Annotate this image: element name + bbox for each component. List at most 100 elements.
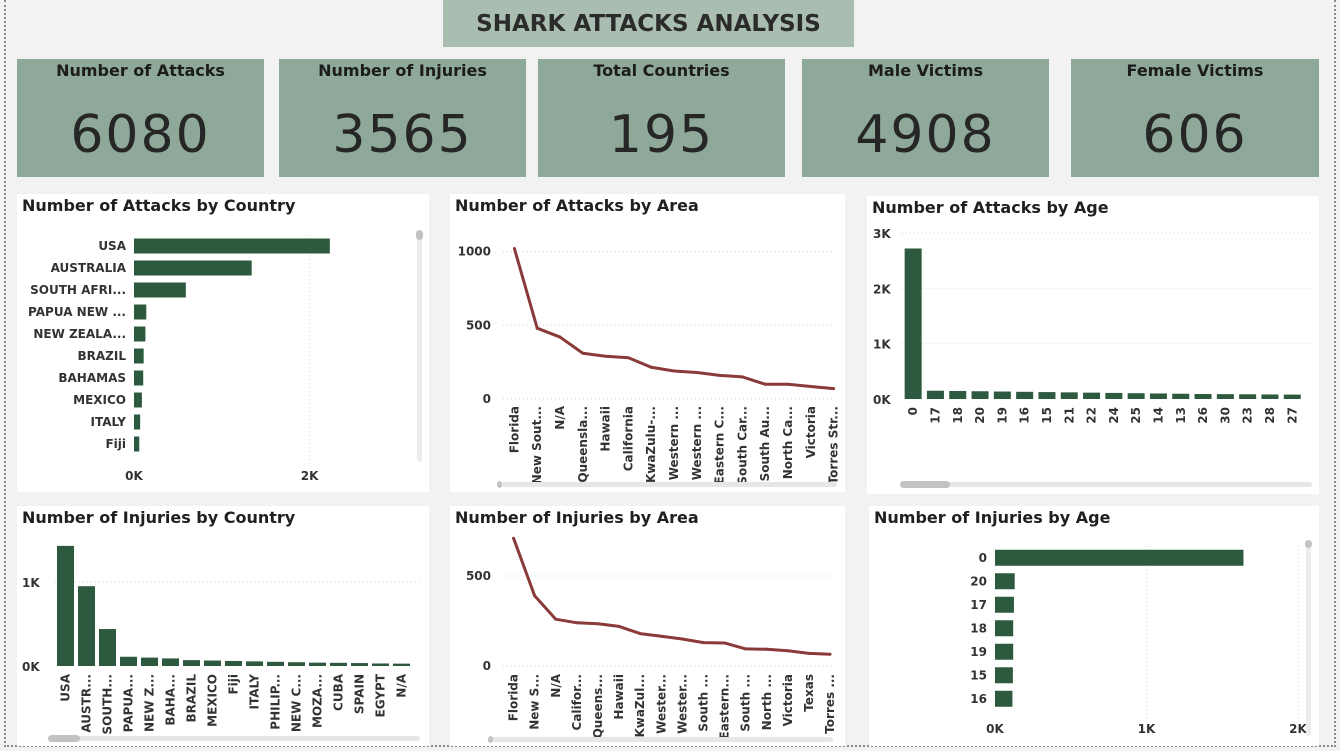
data-point <box>533 594 537 598</box>
kpi-label: Total Countries <box>593 61 730 80</box>
bar <box>141 657 158 666</box>
y-category-label: MEXICO <box>73 393 126 407</box>
dashboard-title-box: SHARK ATTACKS ANALYSIS <box>443 0 854 47</box>
bar <box>1016 391 1034 399</box>
kpi-label: Female Victims <box>1126 61 1264 80</box>
bar <box>995 667 1013 684</box>
y-tick-label: 0 <box>483 392 491 406</box>
chart-title: Number of Attacks by Country <box>22 196 296 215</box>
bar <box>267 661 284 666</box>
scrollbar-track <box>1306 540 1311 736</box>
x-category-label: 15 <box>1040 407 1054 424</box>
bar <box>288 662 305 666</box>
x-category-label: 18 <box>951 407 965 424</box>
bar <box>993 391 1011 399</box>
x-category-label: Fiji <box>227 674 241 695</box>
x-category-label: 30 <box>1218 407 1232 424</box>
scrollbar-track <box>497 482 837 487</box>
y-category-label: USA <box>98 239 126 253</box>
y-tick-label: 0K <box>22 660 40 674</box>
data-point <box>659 634 663 638</box>
x-category-label: Hawaii <box>599 406 613 452</box>
kpi-card-female-victims[interactable]: Female Victims 606 <box>1071 59 1319 177</box>
kpi-card-attacks[interactable]: Number of Attacks 6080 <box>17 59 264 177</box>
y-category-label: PAPUA NEW ... <box>28 305 126 319</box>
data-point <box>604 354 608 358</box>
bar <box>1239 394 1257 399</box>
bar <box>1038 392 1056 399</box>
x-category-label: ITALY <box>248 674 262 710</box>
x-category-label: SOUTH... <box>101 674 115 735</box>
x-category-label: EGYPT <box>374 673 388 717</box>
bar <box>134 370 144 386</box>
kpi-card-male-victims[interactable]: Male Victims 4908 <box>802 59 1049 177</box>
chart-panel-attacks-by-country[interactable]: Number of Attacks by Country 0K 2K USA AUST… <box>17 194 429 492</box>
kpi-card-injuries[interactable]: Number of Injuries 3565 <box>279 59 526 177</box>
chart-panel-attacks-by-age[interactable]: Number of Attacks by Age 0K 1K 2K 3K 0 17 18 20… <box>867 196 1319 494</box>
x-category-label: Florida <box>507 406 521 453</box>
y-tick-label: 0K <box>873 393 891 407</box>
chart-injuries-by-age: 0K 1K 2K 0 20 17 18 19 15 16 <box>970 540 1312 736</box>
data-point <box>695 370 699 374</box>
chart-panel-injuries-by-area[interactable]: Number of Injuries by Area 0 500 Florida Ne… <box>450 506 845 746</box>
bar <box>99 629 116 666</box>
x-category-label: N/A <box>395 673 409 697</box>
y-tick-label: 1K <box>873 338 891 352</box>
chart-panel-attacks-by-area[interactable]: Number of Attacks by Area 0 500 1000 Florid… <box>450 194 845 492</box>
data-point <box>701 641 705 645</box>
x-category-label: 22 <box>1085 407 1099 424</box>
chart-panel-injuries-by-country[interactable]: Number of Injuries by Country 0K 1K USA AUS… <box>17 506 429 746</box>
kpi-value: 4908 <box>855 105 996 165</box>
chart-injuries-by-area: 0 500 Florida New S... N/A Califor... Queens..… <box>466 536 837 743</box>
data-point <box>617 624 621 628</box>
x-category-label: Califor... <box>570 674 584 730</box>
y-tick-label: 1000 <box>458 245 491 259</box>
bar <box>57 545 74 666</box>
bar <box>134 392 142 408</box>
scrollbar-track <box>900 482 1312 487</box>
series-line <box>512 248 834 391</box>
dashboard-title: SHARK ATTACKS ANALYSIS <box>476 10 821 37</box>
y-category-label: 20 <box>970 574 987 588</box>
chart-panel-injuries-by-age[interactable]: Number of Injuries by Age 0K 1K 2K 0 20 17 18 1… <box>869 506 1319 746</box>
x-category-label: 19 <box>995 407 1009 424</box>
bar <box>351 663 368 666</box>
dashboard-frame <box>4 0 1336 747</box>
x-category-label: 27 <box>1285 407 1299 424</box>
x-category-label: 20 <box>973 407 987 424</box>
bar <box>246 661 263 666</box>
bar <box>1149 393 1167 399</box>
x-category-label: PAPUA... <box>122 674 136 732</box>
x-category-label: AUSTR... <box>80 674 94 733</box>
x-category-label: South Car... <box>735 406 749 485</box>
chart-title: Number of Injuries by Age <box>874 508 1111 527</box>
x-category-label: Queens... <box>591 674 605 738</box>
y-category-label: SOUTH AFRI... <box>30 283 126 297</box>
x-category-label: North ... <box>760 674 774 730</box>
data-point <box>765 647 769 651</box>
scrollbar-thumb <box>488 736 493 743</box>
data-point <box>596 622 600 626</box>
y-tick-label: 500 <box>466 318 491 332</box>
data-point <box>807 651 811 655</box>
bar <box>204 660 221 666</box>
bar <box>183 660 200 666</box>
data-point <box>718 373 722 377</box>
x-category-label: CUBA <box>332 673 346 711</box>
x-category-label: 24 <box>1107 407 1121 424</box>
bar <box>1216 394 1234 399</box>
chart-attacks-by-area: 0 500 1000 Florida New Sout... N/A Queensla...… <box>458 245 841 488</box>
x-category-label: South ... <box>739 674 753 732</box>
bar <box>995 690 1013 707</box>
data-point <box>638 632 642 636</box>
x-category-label: Eastern C... <box>713 406 727 484</box>
bar <box>995 620 1014 637</box>
bar <box>1127 393 1145 399</box>
chart-attacks-by-age: 0K 1K 2K 3K 0 17 18 20 19 16 15 21 22 24 25 14 13 26 30 23 2… <box>873 227 1312 488</box>
kpi-label: Number of Attacks <box>56 61 225 80</box>
data-point <box>832 387 836 391</box>
x-category-label: 25 <box>1129 407 1143 424</box>
kpi-card-countries[interactable]: Total Countries 195 <box>538 59 785 177</box>
data-point <box>581 351 585 355</box>
y-tick-label: 500 <box>466 569 491 583</box>
